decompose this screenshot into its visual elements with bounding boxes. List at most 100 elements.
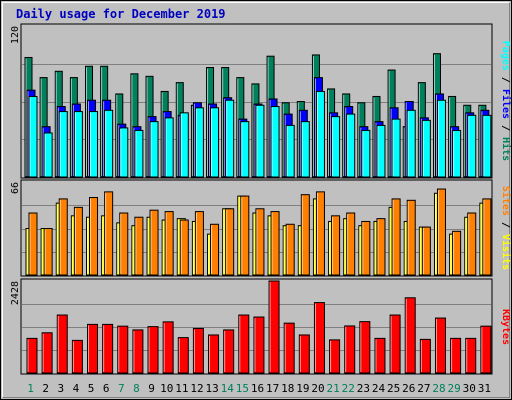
- bar-sites-day-26: [406, 199, 416, 276]
- bar-kbytes-fill: [253, 316, 265, 374]
- panel-kbytes-day-21: [329, 339, 341, 374]
- panel-kbytes-day-16: [253, 316, 265, 374]
- panel-kbytes-day-4: [71, 339, 83, 374]
- bar-kbytes-fill: [268, 280, 280, 374]
- bar-sites-fill: [315, 191, 325, 276]
- bar-kbytes-fill: [238, 314, 250, 374]
- panel-hits-files-pages-day-14: [221, 67, 235, 178]
- bar-sites-day-20: [315, 191, 325, 276]
- bar-pages-day-5: [89, 111, 99, 178]
- panel-hits-files-pages-day-13: [206, 67, 220, 178]
- bar-sites-day-9: [149, 209, 159, 276]
- bar-kbytes-day-31: [480, 325, 492, 374]
- bar-pages-day-2: [43, 132, 53, 178]
- bar-kbytes-day-27: [419, 338, 431, 374]
- bar-kbytes-day-10: [162, 321, 174, 374]
- panel-hits-files-pages-day-11: [175, 82, 189, 178]
- panel-hits-files-pages-day-19: [296, 101, 310, 178]
- x-tick-label-day-25: 25: [387, 382, 400, 395]
- bar-kbytes-fill: [71, 339, 83, 374]
- bar-sites-fill: [104, 191, 114, 276]
- panel-kbytes-border: [20, 278, 493, 375]
- bar-pages-day-8: [134, 129, 144, 178]
- bar-pages-fill: [315, 90, 325, 178]
- bar-pages-day-1: [28, 95, 38, 178]
- panel-hits-files-pages-day-23: [357, 102, 371, 178]
- bar-pages-day-20: [315, 90, 325, 178]
- panel-hits-files-pages-day-26: [402, 101, 416, 178]
- bar-sites-fill: [58, 198, 68, 276]
- bar-kbytes-fill: [87, 323, 99, 374]
- panel-kbytes-day-23: [359, 321, 371, 374]
- legend-pages: Pages: [500, 41, 511, 71]
- bar-sites-day-30: [467, 212, 477, 276]
- bar-sites-fill: [376, 218, 386, 276]
- x-tick-label-day-18: 18: [281, 382, 294, 395]
- panel-hits-files-pages: 120 Pages / Files / Hits: [10, 23, 512, 179]
- x-tick-label-day-4: 4: [73, 382, 80, 395]
- bar-sites-day-14: [225, 208, 235, 276]
- panel-kbytes-day-14: [223, 329, 235, 374]
- bar-kbytes-fill: [404, 297, 416, 374]
- bar-sites-fill: [270, 211, 280, 276]
- bar-pages-day-31: [482, 114, 492, 178]
- legend-files: Files: [500, 89, 512, 119]
- panel-sites-visits: 66 Sites / Visits: [10, 179, 512, 277]
- panel-kbytes-day-24: [374, 337, 386, 374]
- bar-pages-day-16: [255, 104, 265, 178]
- panel-sites-visits-ymax-label: 66: [10, 182, 21, 194]
- panel-kbytes-day-1: [26, 337, 38, 374]
- panel-sites-visits-day-16: [252, 208, 265, 276]
- bar-sites-day-11: [179, 219, 189, 276]
- panel-sites-visits-day-8: [131, 216, 144, 276]
- panel-kbytes-day-19: [298, 334, 310, 374]
- x-tick-label-day-12: 12: [190, 382, 203, 395]
- bar-kbytes-fill: [374, 337, 386, 374]
- panel-kbytes-day-8: [132, 329, 144, 374]
- x-tick-label-day-10: 10: [160, 382, 173, 395]
- panel-kbytes-day-28: [434, 317, 446, 374]
- panel-kbytes-day-27: [419, 338, 431, 374]
- x-tick-label-day-5: 5: [88, 382, 95, 395]
- panel-sites-visits-day-25: [388, 198, 401, 276]
- bar-kbytes-day-2: [41, 332, 53, 374]
- x-tick-label-day-9: 9: [148, 382, 155, 395]
- bar-sites-fill: [210, 223, 220, 276]
- bar-sites-fill: [467, 212, 477, 276]
- bar-pages-fill: [285, 124, 295, 178]
- x-tick-label-day-13: 13: [205, 382, 218, 395]
- bar-sites-fill: [164, 211, 174, 276]
- bar-pages-day-22: [346, 113, 356, 178]
- panel-hits-files-pages-day-27: [417, 82, 431, 178]
- bar-sites-day-18: [285, 223, 295, 276]
- panel-sites-visits-day-12: [191, 211, 204, 276]
- chart-title: Daily usage for December 2019: [16, 7, 226, 21]
- bar-pages-fill: [300, 121, 310, 178]
- bar-sites-day-13: [210, 223, 220, 276]
- panel-kbytes-day-10: [162, 321, 174, 374]
- bar-sites-day-25: [391, 198, 401, 276]
- bar-kbytes-day-6: [102, 323, 114, 374]
- bar-pages-day-29: [452, 129, 462, 178]
- panel-sites-visits-day-21: [328, 215, 341, 276]
- bar-pages-day-10: [164, 117, 174, 178]
- bar-pages-fill: [421, 119, 431, 178]
- panel-sites-visits-day-26: [403, 199, 416, 276]
- bar-pages-day-26: [406, 109, 416, 178]
- bar-kbytes-day-4: [71, 339, 83, 374]
- bar-pages-day-19: [300, 121, 310, 178]
- bar-sites-fill: [255, 208, 265, 276]
- bar-kbytes-fill: [117, 325, 129, 374]
- bar-pages-fill: [210, 107, 220, 178]
- panel-sites-visits-day-9: [146, 209, 159, 276]
- bar-kbytes-fill: [465, 337, 477, 374]
- panel-sites-visits-legend: Sites / Visits: [500, 186, 512, 270]
- panel-kbytes-day-9: [147, 326, 159, 374]
- bar-pages-day-7: [119, 127, 129, 178]
- bar-kbytes-day-14: [223, 329, 235, 374]
- bar-sites-fill: [421, 226, 431, 276]
- bar-sites-fill: [346, 212, 356, 276]
- bar-sites-day-5: [89, 197, 99, 276]
- x-tick-label-day-21: 21: [327, 382, 340, 395]
